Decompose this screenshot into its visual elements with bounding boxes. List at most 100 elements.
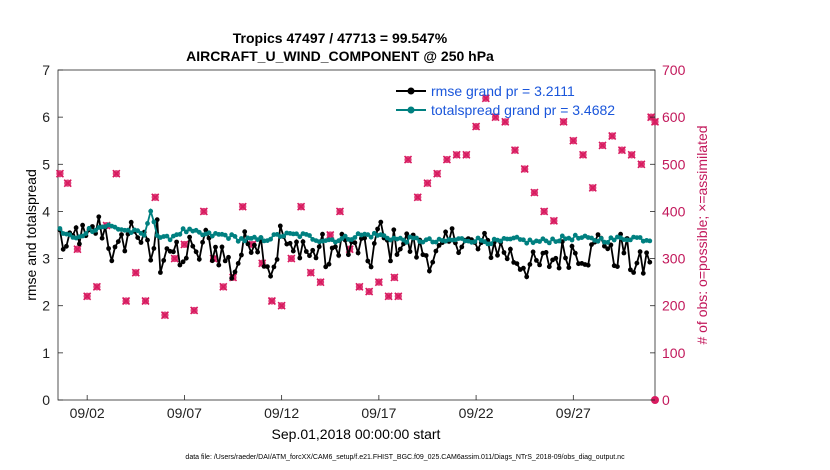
obs-assimilated-cross: [73, 245, 82, 254]
obs-assimilated-cross: [390, 273, 399, 282]
rmse-point-173: [618, 231, 623, 237]
totalspread-point-116: [433, 239, 439, 245]
rmse-point-42: [193, 249, 199, 255]
rmse-point-145: [527, 262, 533, 267]
obs-marker-41: [442, 155, 451, 164]
chart-title-line1: Tropics 47497 / 47713 = 99.547%: [233, 30, 448, 46]
obs-assimilated-cross: [238, 202, 247, 211]
obs-assimilated-cross: [462, 150, 471, 159]
data-file-footnote: data file: /Users/raeder/DAI/ATM_forcXX/…: [185, 454, 625, 461]
rmse-point-94: [362, 235, 367, 241]
rmse-point-74: [297, 255, 303, 261]
obs-marker-26: [306, 268, 315, 277]
legend-rmse-label: rmse grand pr = 3.2111: [431, 83, 575, 99]
rmse-point-148: [537, 262, 542, 268]
rmse-point-89: [346, 252, 351, 258]
totalspread-point-148: [537, 239, 542, 244]
obs-marker-33: [374, 278, 383, 287]
rmse-point-16: [109, 258, 115, 264]
totalspread-point-169: [605, 240, 611, 245]
obs-marker-27: [316, 278, 325, 287]
rmse-point-169: [605, 246, 611, 252]
obs-assimilated-cross: [452, 150, 461, 159]
rmse-point-108: [407, 249, 413, 255]
totalspread-point-143: [521, 237, 526, 243]
obs-assimilated-cross: [365, 287, 374, 296]
obs-marker-35: [390, 273, 399, 282]
y-left-tick-label-7: 7: [42, 62, 50, 78]
rmse-point-178: [634, 260, 640, 266]
totalspread-point-128: [472, 239, 478, 245]
totalspread-point-155: [559, 233, 565, 239]
totalspread-point-34: [167, 237, 173, 243]
rmse-point-150: [543, 250, 549, 255]
x-tick-label-5: 09/27: [556, 405, 591, 421]
obs-assimilated-cross: [394, 292, 403, 301]
totalspread-point-55: [235, 238, 241, 244]
rmse-point-25: [138, 240, 144, 245]
obs-marker-48: [510, 146, 520, 155]
totalspread-point-65: [268, 236, 273, 242]
y-left-tick-label-6: 6: [42, 109, 50, 125]
rmse-point-73: [294, 239, 299, 245]
rmse-point-53: [229, 275, 235, 281]
obs-assimilated-cross: [297, 202, 306, 211]
totalspread-point-107: [404, 239, 410, 245]
obs-assimilated-cross: [433, 169, 442, 178]
obs-marker-14: [190, 306, 199, 315]
obs-assimilated-cross: [316, 278, 325, 287]
rmse-point-146: [530, 249, 536, 255]
obs-marker-1: [63, 179, 72, 188]
obs-marker-31: [355, 282, 364, 291]
totalspread-point-154: [556, 238, 562, 244]
y-left-tick-label-0: 0: [42, 392, 50, 408]
obs-assimilated-cross: [92, 282, 101, 291]
obs-assimilated-cross: [559, 117, 568, 126]
y-left-tick-label-2: 2: [42, 298, 50, 314]
totalspread-point-136: [498, 238, 504, 244]
rmse-point-151: [546, 264, 552, 270]
obs-assimilated-cross: [549, 216, 558, 225]
rmse-point-66: [271, 264, 277, 270]
obs-assimilated-cross: [219, 282, 228, 291]
rmse-point-76: [303, 249, 309, 254]
obs-assimilated-cross: [578, 150, 588, 159]
totalspread-point-175: [624, 237, 630, 243]
rmse-point-7: [80, 222, 85, 228]
obs-assimilated-cross: [55, 169, 65, 178]
legend-spread-marker: [407, 106, 415, 114]
obs-marker-12: [170, 254, 179, 263]
y-right-tick-label-3: 300: [662, 251, 686, 267]
rmse-point-55: [235, 261, 241, 266]
totalspread-point-171: [611, 237, 617, 243]
obs-assimilated-cross: [170, 254, 179, 263]
obs-assimilated-cross: [423, 179, 432, 188]
totalspread-point-110: [414, 235, 419, 241]
obs-marker-61: [637, 160, 646, 169]
y-right-tick-label-6: 600: [662, 109, 686, 125]
totalspread-point-95: [365, 232, 371, 238]
rmse-point-57: [242, 229, 248, 235]
obs-marker-52: [549, 216, 558, 225]
obs-assimilated-cross: [598, 141, 607, 150]
rmse-point-121: [449, 226, 455, 232]
obs-assimilated-cross: [180, 240, 189, 249]
totalspread-point-74: [297, 234, 303, 240]
rmse-point-15: [106, 246, 111, 251]
y-axis-right-label: # of obs: o=possible; ×=assimilated: [694, 125, 710, 344]
totalspread-point-129: [475, 235, 481, 241]
rmse-point-97: [371, 241, 377, 246]
rmse-point-38: [180, 259, 186, 265]
totalspread-point-46: [206, 230, 212, 236]
rmse-point-81: [320, 231, 325, 237]
obs-assimilated-cross: [355, 282, 364, 291]
obs-assimilated-cross: [403, 155, 413, 164]
legend-spread-label: totalspread grand pr = 3.4682: [431, 102, 615, 118]
rmse-point-36: [174, 239, 180, 245]
totalspread-point-167: [598, 236, 604, 241]
obs-marker-38: [413, 193, 422, 202]
obs-marker-40: [433, 169, 442, 178]
rmse-point-39: [183, 255, 189, 261]
y-left-tick-label-1: 1: [42, 345, 50, 361]
